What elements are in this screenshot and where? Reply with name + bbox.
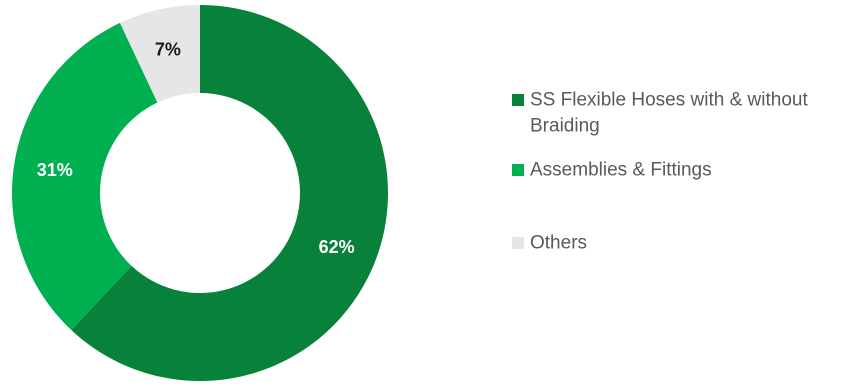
donut-slices [11, 5, 389, 381]
legend-label-others: Others [530, 233, 587, 254]
slice-ss-flexible-hoses-with-and-without-braiding [71, 5, 389, 381]
legend-item-assemblies-and-fittings: Assemblies & Fittings [512, 160, 712, 181]
data-label-ss-flexible-hoses-with-and-without-braiding: 62% [319, 237, 355, 257]
data-label-assemblies-and-fittings: 31% [37, 160, 73, 180]
legend-swatch-ss-flexible-hoses-with-and-without-braiding [512, 94, 524, 106]
legend-swatch-assemblies-and-fittings [512, 164, 524, 176]
legend-label-assemblies-and-fittings: Assemblies & Fittings [530, 160, 712, 181]
legend-swatch-others [512, 237, 524, 249]
legend-label-ss-flexible-hoses-with-and-without-braiding-line-1: SS Flexible Hoses with & without [530, 90, 808, 111]
legend-item-ss-flexible-hoses-with-and-without-braiding: SS Flexible Hoses with & without Braiding [512, 90, 808, 137]
slice-assemblies-and-fittings [11, 22, 158, 331]
slice-others [119, 5, 200, 103]
data-label-others: 7% [155, 40, 181, 60]
slice-labels: 62% 31% 7% [37, 40, 355, 258]
legend-label-ss-flexible-hoses-with-and-without-braiding-line-2: Braiding [530, 116, 600, 137]
chart-legend: SS Flexible Hoses with & without Braiding… [512, 90, 808, 254]
legend-item-others: Others [512, 233, 587, 254]
